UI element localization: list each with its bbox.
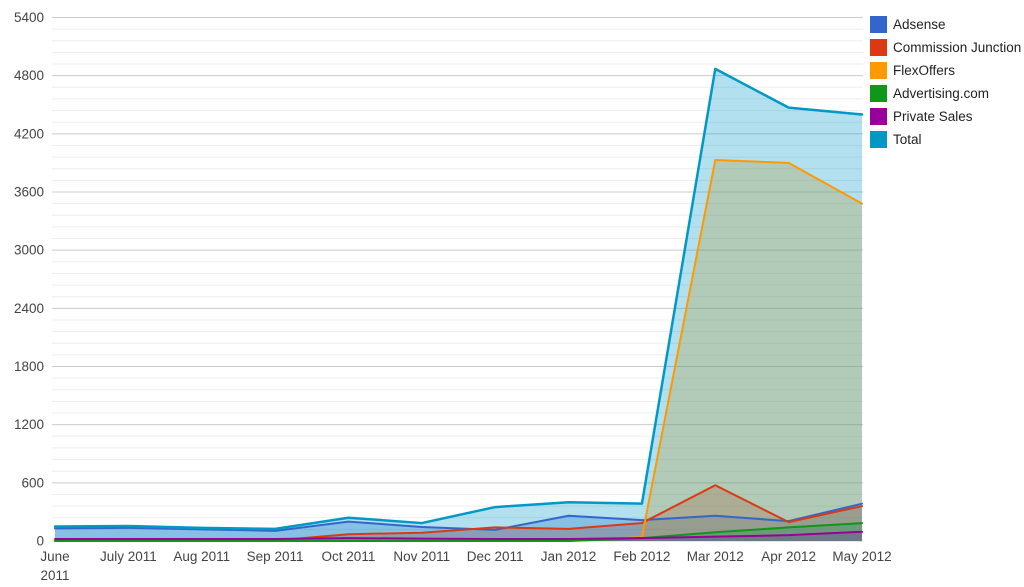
legend-label: Total xyxy=(893,132,922,147)
legend-label: Adsense xyxy=(893,17,946,32)
y-axis-tick-label: 3000 xyxy=(14,243,44,258)
y-axis-tick-label: 5400 xyxy=(14,10,44,25)
y-axis-tick-label: 2400 xyxy=(14,301,44,316)
x-axis-tick-label: Apr 2012 xyxy=(761,549,816,564)
legend-swatch-icon xyxy=(870,108,887,125)
legend-item-total: Total xyxy=(870,128,1021,151)
series-area-commission-junction xyxy=(55,485,862,541)
x-axis-tick-label: May 2012 xyxy=(832,549,891,564)
legend-label: Private Sales xyxy=(893,109,973,124)
legend-label: Advertising.com xyxy=(893,86,990,101)
x-axis-tick-label: Oct 2011 xyxy=(322,549,376,564)
series-line-private-sales xyxy=(54,530,863,541)
series-area-total xyxy=(55,68,862,541)
x-axis-tick-label: Nov 2011 xyxy=(393,549,450,564)
y-axis-tick-label: 600 xyxy=(21,475,44,490)
legend-label: FlexOffers xyxy=(893,63,956,78)
legend-swatch-icon xyxy=(870,85,887,102)
x-axis-tick-label: Aug 2011 xyxy=(173,549,230,564)
series-line-advertising-com xyxy=(54,522,863,542)
series-line-adsense xyxy=(54,502,863,532)
chart-legend: Adsense Commission Junction FlexOffers Adve… xyxy=(870,13,1021,151)
y-axis-tick-label: 3600 xyxy=(14,185,44,200)
y-axis-tick-label: 1200 xyxy=(14,417,44,432)
series-area-adsense xyxy=(55,503,862,541)
series-line-total xyxy=(53,67,864,531)
x-axis-tick-label: July 2011 xyxy=(100,549,157,564)
series-area-advertising-com xyxy=(55,523,862,541)
legend-swatch-icon xyxy=(870,39,887,56)
y-axis-tick-label: 1800 xyxy=(14,359,44,374)
legend-item-advertising-com: Advertising.com xyxy=(870,82,1021,105)
legend-label: Commission Junction xyxy=(893,40,1022,55)
legend-item-flexoffers: FlexOffers xyxy=(870,59,1021,82)
legend-item-commission-junction: Commission Junction xyxy=(870,36,1021,59)
legend-item-adsense: Adsense xyxy=(870,13,1021,36)
legend-swatch-icon xyxy=(870,62,887,79)
x-axis-tick-label: Dec 2011 xyxy=(467,549,524,564)
legend-item-private-sales: Private Sales xyxy=(870,105,1021,128)
x-axis-tick-label: Feb 2012 xyxy=(613,549,670,564)
x-axis-tick-label: June 2011 xyxy=(40,549,69,583)
legend-swatch-icon xyxy=(870,16,887,33)
x-axis-tick-label: Jan 2012 xyxy=(541,549,597,564)
y-axis-tick-label: 0 xyxy=(36,534,44,549)
y-axis-tick-label: 4800 xyxy=(14,68,44,83)
x-axis-tick-label: Sep 2011 xyxy=(247,549,304,564)
y-axis-tick-label: 4200 xyxy=(14,126,44,141)
legend-swatch-icon xyxy=(870,131,887,148)
x-axis-tick-label: Mar 2012 xyxy=(687,549,744,564)
